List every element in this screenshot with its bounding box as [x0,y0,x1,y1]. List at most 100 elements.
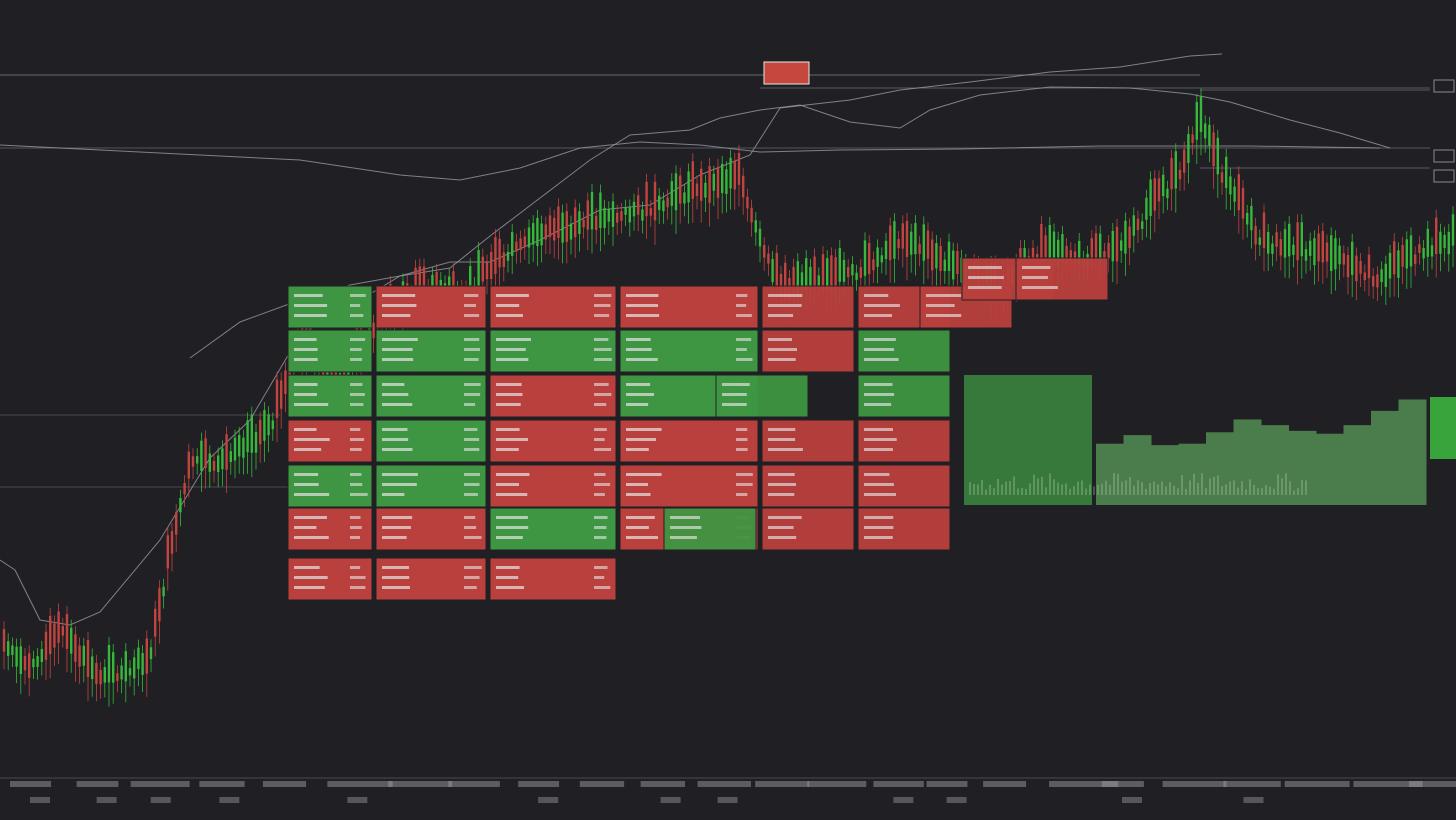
edge-bar [1430,397,1456,459]
candle-body [842,259,846,282]
cell-glyph [594,338,609,341]
cell-glyph [768,314,794,317]
cell-glyph [464,586,477,589]
candle-body [590,191,594,230]
candle-body [1296,222,1299,261]
cell-glyph [350,348,362,351]
cell-glyph [864,304,900,307]
candle-body [112,652,115,683]
candle-body [95,662,98,685]
bar-mark [1206,432,1234,505]
candle-body [1162,174,1165,197]
candle-body [952,250,955,280]
candle-body [238,435,241,457]
marker-box [763,61,810,85]
cell-glyph [294,526,317,529]
candle-body [1409,235,1413,267]
cell-glyph [464,294,479,297]
candle-body [880,255,883,263]
bar-mark [1288,430,1317,505]
cell-glyph [864,383,893,386]
candle-body [267,414,270,436]
cell-glyph [626,304,659,307]
candle-body [86,639,90,678]
candle-body [695,183,699,197]
x-tick-glyph [96,797,117,803]
x-tick-glyph [640,781,685,787]
cell-glyph [1022,286,1058,289]
candle-body [536,217,539,247]
candle-body [1359,260,1362,274]
candle-body [204,438,207,468]
cell-glyph [864,294,889,297]
cell-glyph [294,393,317,396]
cell-glyph [464,516,476,519]
candle-body [548,215,552,237]
candle-body [414,267,417,299]
candle-body [830,255,833,292]
candle-body [1275,232,1278,247]
cell-glyph [864,428,893,431]
cell-glyph [594,438,605,441]
x-tick-glyph [10,781,52,787]
cell-glyph [294,536,329,539]
cell-glyph [382,438,409,441]
heatmap-cell [619,419,759,463]
cell-glyph [350,438,365,441]
candle-body [15,646,18,667]
candle-body [1401,244,1404,267]
candle-body [271,420,274,430]
candle-body [628,207,631,223]
candle-body [935,243,938,269]
cell-glyph [864,536,893,539]
cell-glyph [768,473,795,476]
candle-body [1157,178,1161,202]
candle-body [259,419,262,445]
candle-body [502,252,505,268]
cell-glyph [382,576,410,579]
candle-body [1250,205,1253,231]
candle-body [683,192,686,204]
candle-body [1187,133,1190,163]
candle-body [1372,276,1375,287]
candle-body [1233,186,1236,202]
candle-body [725,169,728,194]
candle-body [1380,269,1383,283]
bar-mark [1316,433,1344,505]
candle-body [901,223,904,249]
x-tick-glyph [697,781,752,787]
candle-body [620,211,623,221]
candle-body [838,248,841,282]
candle-body [1388,252,1392,279]
cell-glyph [496,314,523,317]
heatmap-cell [761,329,855,373]
candle-body [855,272,858,280]
cell-glyph [464,566,482,569]
candle-body [1439,231,1442,254]
candle-body [1330,235,1333,271]
cell-glyph [768,304,802,307]
cell-glyph [626,403,649,406]
candle-body [53,623,56,648]
cell-glyph [594,516,608,519]
cell-glyph [768,428,796,431]
cell-glyph [350,536,361,539]
cell-glyph [864,403,892,406]
cell-glyph [350,448,362,451]
cell-glyph [382,294,416,297]
candle-body [729,157,732,189]
candle-body [99,669,102,685]
cell-glyph [464,493,478,496]
candle-body [1342,253,1345,265]
candle-body [1262,212,1266,249]
cell-glyph [382,348,413,351]
candle-body [876,247,879,267]
cell-glyph [382,448,413,451]
cell-glyph [294,294,323,297]
cell-glyph [464,403,476,406]
cell-glyph [382,536,407,539]
cell-glyph [350,383,363,386]
candle-body [107,644,111,683]
cell-glyph [294,338,317,341]
cell-glyph [670,516,701,519]
